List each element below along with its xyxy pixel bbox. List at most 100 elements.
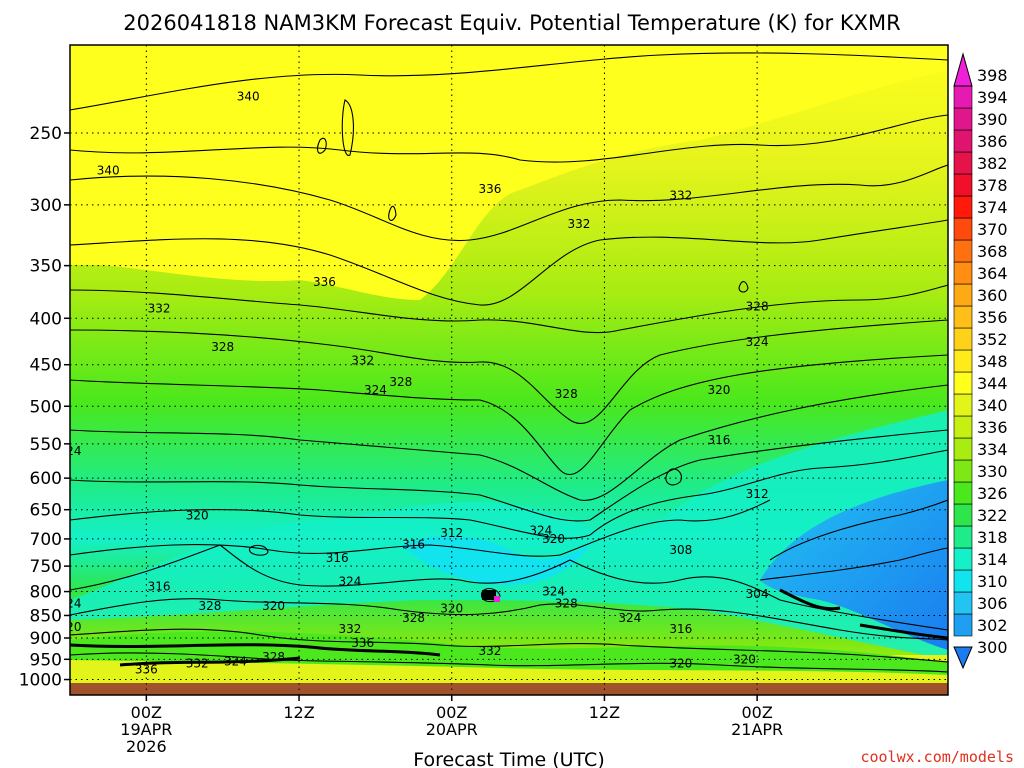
contour-label-27: 324: [542, 585, 565, 599]
pressure-tick-label-350: 350: [30, 257, 62, 277]
colorbar-label-352: 352: [977, 330, 1008, 349]
ground-surface: [70, 683, 948, 695]
contour-label-3: 332: [669, 189, 692, 203]
colorbar-label-398: 398: [977, 66, 1008, 85]
pressure-tick-label-550: 550: [30, 435, 62, 455]
colorbar-label-326: 326: [977, 484, 1008, 503]
contour-label-26: 316: [148, 580, 171, 594]
colorbar-swatch-348: [953, 349, 973, 373]
contour-label-36: 320: [59, 620, 82, 634]
contour-label-15: 316: [708, 433, 731, 447]
pressure-tick-label-950: 950: [30, 650, 62, 670]
colorbar-label-348: 348: [977, 352, 1008, 371]
low-level-cyan-region: [400, 535, 590, 586]
contour-label-42: 324: [224, 654, 247, 668]
upper-yellow-region: [70, 45, 948, 300]
contour-label-30: 328: [199, 599, 222, 613]
contour-label-2: 336: [478, 182, 501, 196]
colorbar-swatch-394: [953, 85, 973, 109]
pressure-tick-label-900: 900: [30, 629, 62, 649]
contour-label-38: 316: [669, 622, 692, 636]
colorbar-swatch-352: [953, 327, 973, 351]
colorbar-arrow-low: [953, 646, 973, 670]
colorbar-swatch-344: [953, 371, 973, 395]
colorbar-label-318: 318: [977, 528, 1008, 547]
colorbar-swatch-382: [953, 151, 973, 175]
colorbar-arrow-high: [953, 52, 973, 87]
boundary-layer-dense-contours: [70, 588, 948, 667]
hot-spot: [494, 596, 500, 602]
pressure-tick-label-400: 400: [30, 309, 62, 329]
colorbar-label-390: 390: [977, 110, 1008, 129]
contour-label-39: 336: [351, 636, 374, 650]
pressure-tick-label-850: 850: [30, 606, 62, 626]
colorbar-swatch-318: [953, 525, 973, 549]
contour-label-35: 324: [618, 611, 641, 625]
contour-label-46: 320: [733, 652, 756, 666]
colorbar-swatch-370: [953, 217, 973, 241]
contour-label-23: 308: [669, 543, 692, 557]
pressure-tick-label-650: 650: [30, 501, 62, 521]
pressure-tick-label-600: 600: [30, 469, 62, 489]
contour-lines: [70, 52, 948, 673]
colorbar-swatch-330: [953, 459, 973, 483]
colorbar-label-310: 310: [977, 572, 1008, 591]
colorbar-swatch-302: [953, 613, 973, 637]
contour-label-16: 324: [59, 444, 82, 458]
colorbar-swatch-390: [953, 107, 973, 131]
contour-label-24: 316: [326, 551, 349, 565]
pressure-tick-label-300: 300: [30, 196, 62, 216]
pressure-axis: 250 300 350 400 450 500 550 600 650 700 750 800 850 9…: [19, 124, 70, 691]
colorbar-swatch-310: [953, 569, 973, 593]
colorbar-label-336: 336: [977, 418, 1008, 437]
colorbar-label-382: 382: [977, 154, 1008, 173]
colorbar-label-340: 340: [977, 396, 1008, 415]
pressure-tick-label-750: 750: [30, 557, 62, 577]
colorbar-swatch-360: [953, 283, 973, 307]
colorbar-swatch-334: [953, 437, 973, 461]
colorbar-label-360: 360: [977, 286, 1008, 305]
contour-label-8: 328: [211, 340, 234, 354]
colorbar-label-368: 368: [977, 242, 1008, 261]
time-tick-label-0-0: 00Z: [131, 703, 162, 722]
contour-label-37: 332: [338, 622, 361, 636]
colorbar-swatch-306: [953, 591, 973, 615]
contour-label-20: 312: [440, 526, 463, 540]
contour-label-7: 328: [746, 299, 769, 313]
time-tick-label-2-1: 20APR: [426, 720, 478, 739]
contour-label-19: 324: [529, 523, 552, 537]
contour-label-25: 324: [338, 575, 361, 589]
contour-label-34: 328: [402, 611, 425, 625]
time-tick-label-4-1: 21APR: [731, 720, 783, 739]
contour-label-9: 324: [746, 335, 769, 349]
contour-label-41: 332: [186, 656, 209, 670]
contour-label-5: 336: [313, 275, 336, 289]
colorbar-label-334: 334: [977, 440, 1008, 459]
colorbar-label-322: 322: [977, 506, 1008, 525]
time-tick-label-2-0: 00Z: [436, 703, 467, 722]
colorbar-swatch-368: [953, 239, 973, 263]
pressure-tick-label-700: 700: [30, 530, 62, 550]
contour-label-29: 324: [59, 597, 82, 611]
time-tick-label-0-2: 2026: [126, 737, 167, 756]
contour-label-14: 320: [708, 383, 731, 397]
time-tick-label-0-1: 19APR: [120, 720, 172, 739]
grid-lines: [70, 45, 948, 695]
colorbar-label-330: 330: [977, 462, 1008, 481]
contour-label-28: 304: [746, 587, 769, 601]
contour-label-45: 320: [669, 656, 692, 670]
colorbar-swatch-386: [953, 129, 973, 153]
contour-label-33: 320: [440, 601, 463, 615]
pressure-tick-label-250: 250: [30, 124, 62, 144]
time-tick-label-1-0: 12Z: [283, 703, 314, 722]
mid-teal-region: [70, 410, 948, 660]
contour-label-18: 320: [186, 509, 209, 523]
colorbar-swatch-322: [953, 503, 973, 527]
colorbar-swatch-336: [953, 415, 973, 439]
colorbar-swatch-356: [953, 305, 973, 329]
contour-label-6: 332: [148, 301, 171, 315]
intense-theta-e-pocket: [482, 590, 496, 600]
contour-label-1: 340: [97, 164, 120, 178]
